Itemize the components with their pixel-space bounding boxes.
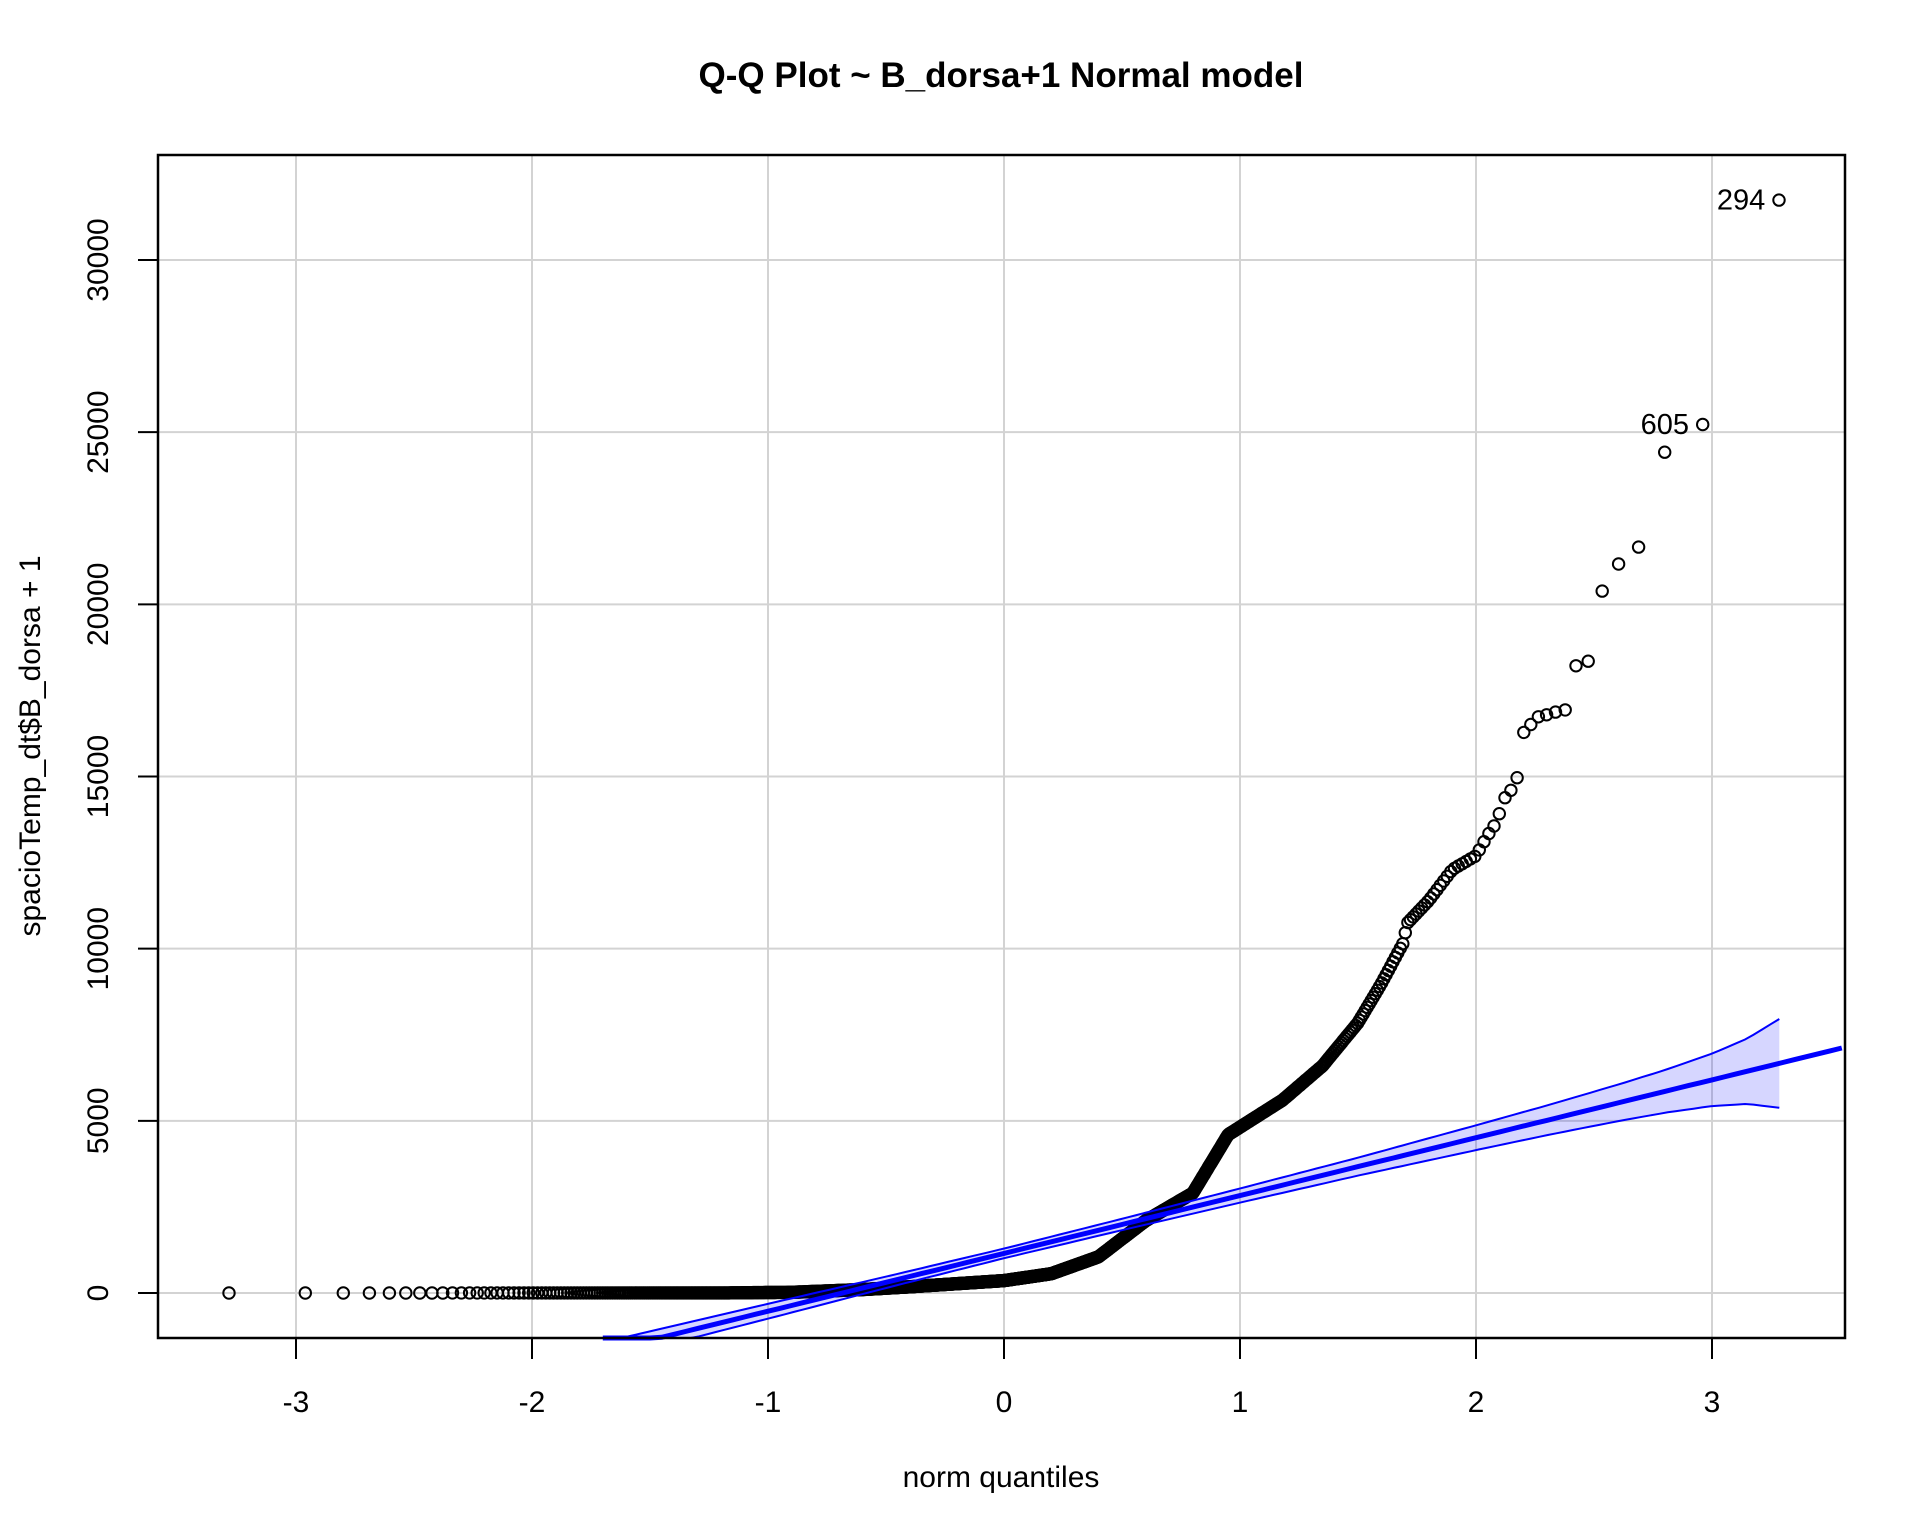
data-point bbox=[507, 1286, 521, 1300]
x-tick-label: 0 bbox=[996, 1386, 1013, 1419]
data-point bbox=[1658, 445, 1672, 459]
data-point bbox=[1539, 708, 1554, 722]
data-point bbox=[1595, 584, 1609, 598]
data-point bbox=[1548, 705, 1563, 719]
data-point bbox=[1631, 540, 1646, 554]
y-tick-label: 5000 bbox=[82, 1087, 115, 1154]
data-point bbox=[462, 1286, 477, 1300]
data-point bbox=[1492, 807, 1507, 821]
envelope-lower-bound bbox=[579, 1102, 1780, 1339]
data-point bbox=[436, 1286, 450, 1300]
y-tick-label: 0 bbox=[82, 1285, 115, 1302]
x-tick-label: 3 bbox=[1704, 1386, 1721, 1419]
x-tick-label: -2 bbox=[519, 1386, 546, 1419]
data-point bbox=[1524, 717, 1538, 732]
x-axis-title: norm quantiles bbox=[902, 1461, 1100, 1494]
x-tick-label: 1 bbox=[1232, 1386, 1249, 1419]
x-tick-label: -1 bbox=[755, 1386, 782, 1419]
data-point bbox=[1581, 654, 1595, 668]
data-point bbox=[1569, 659, 1583, 673]
data-point bbox=[1504, 783, 1518, 797]
fit-line bbox=[602, 1045, 1843, 1341]
outlier-label-605: 605 bbox=[1641, 409, 1689, 441]
plot-border bbox=[156, 153, 1847, 1340]
data-point bbox=[1558, 703, 1572, 717]
data-point bbox=[512, 1286, 526, 1300]
y-tick-label: 30000 bbox=[82, 218, 115, 301]
data-point bbox=[522, 1286, 536, 1300]
data-point bbox=[1772, 193, 1786, 207]
data-point bbox=[1498, 791, 1512, 805]
x-tick-label: 2 bbox=[1468, 1386, 1485, 1419]
data-point bbox=[517, 1286, 531, 1300]
data-point bbox=[362, 1286, 377, 1300]
data-point bbox=[1510, 771, 1524, 785]
envelope-upper-bound bbox=[579, 1018, 1780, 1339]
data-point bbox=[526, 1286, 540, 1300]
data-point bbox=[399, 1286, 413, 1300]
data-point bbox=[336, 1286, 350, 1300]
y-tick-label: 10000 bbox=[82, 907, 115, 990]
data-point bbox=[298, 1286, 312, 1300]
data-point bbox=[470, 1286, 484, 1300]
data-point bbox=[1531, 710, 1546, 724]
chart-title: Q-Q Plot ~ B_dorsa+1 Normal model bbox=[698, 56, 1304, 95]
y-tick-label: 25000 bbox=[82, 390, 115, 473]
data-point bbox=[222, 1286, 236, 1300]
x-tick-label: -3 bbox=[283, 1386, 310, 1419]
y-axis-title: spacioTemp_dt$B_dorsa + 1 bbox=[14, 555, 47, 937]
data-point bbox=[1487, 819, 1501, 833]
data-point bbox=[1696, 417, 1710, 432]
y-tick-label: 15000 bbox=[82, 735, 115, 818]
y-tick-label: 20000 bbox=[82, 563, 115, 646]
data-point bbox=[445, 1286, 460, 1300]
data-point bbox=[1611, 557, 1626, 571]
data-point bbox=[454, 1286, 469, 1300]
data-point bbox=[502, 1286, 516, 1300]
data-point bbox=[1517, 725, 1531, 740]
data-point bbox=[382, 1286, 397, 1300]
data-point bbox=[477, 1286, 491, 1300]
outlier-label-294: 294 bbox=[1717, 184, 1765, 216]
